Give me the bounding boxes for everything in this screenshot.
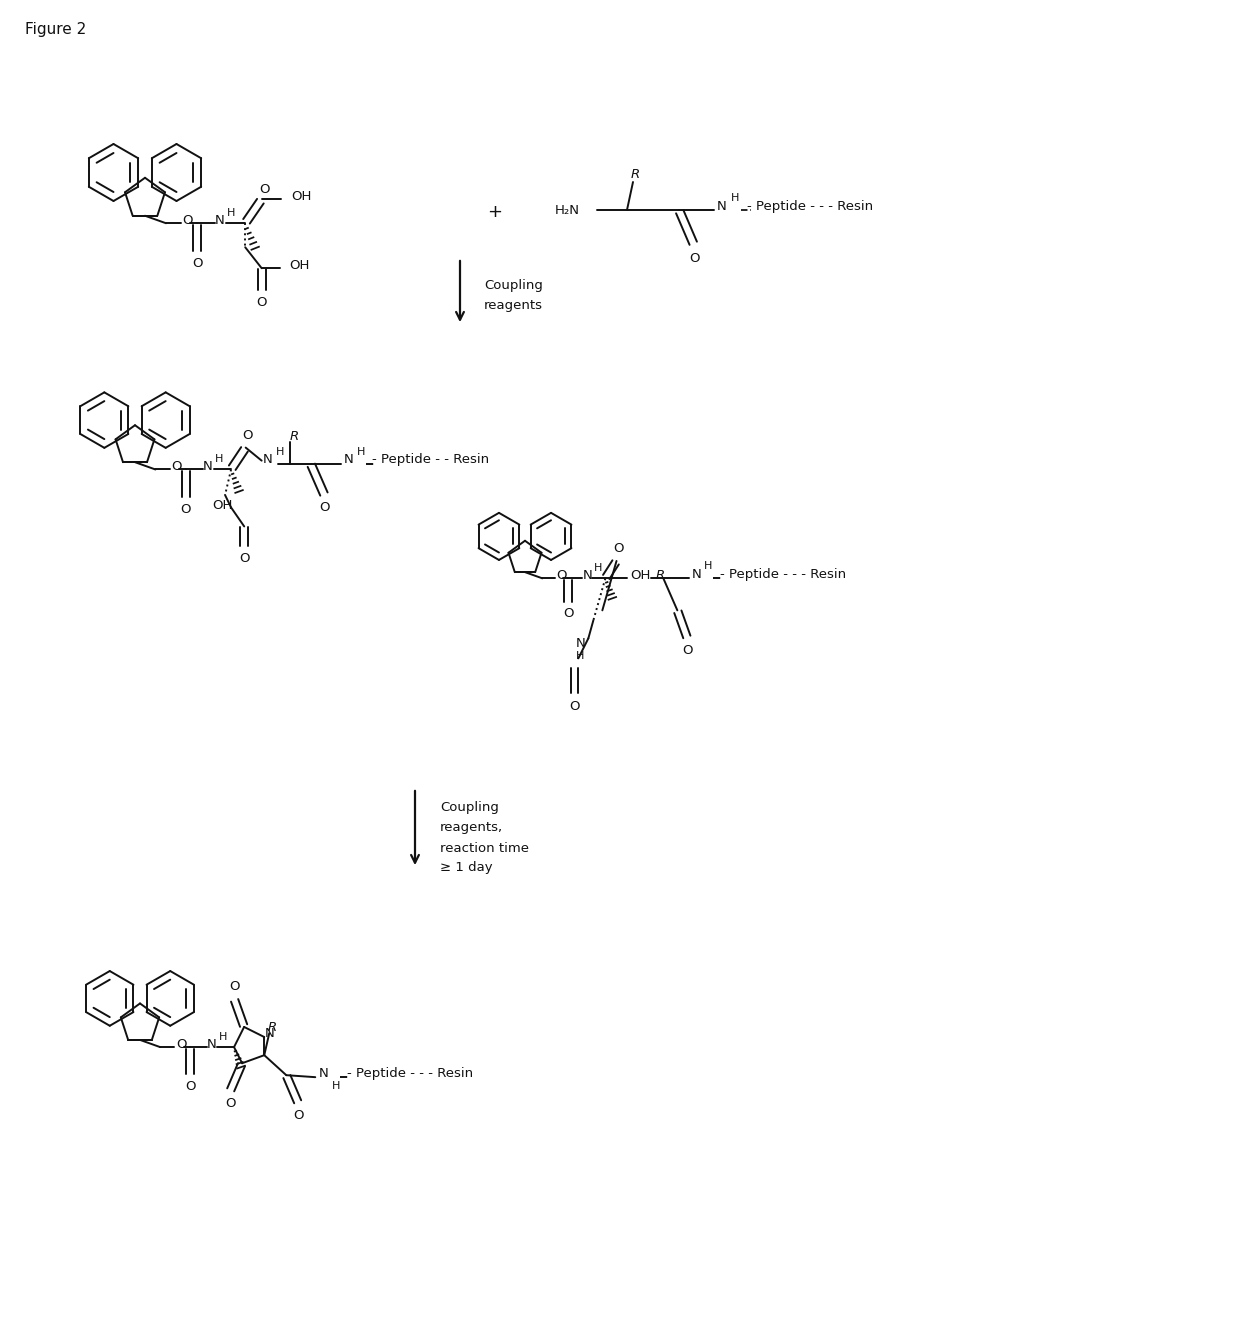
Text: R: R xyxy=(656,569,665,581)
Text: R: R xyxy=(630,169,640,181)
Text: O: O xyxy=(185,1080,196,1093)
Text: Coupling: Coupling xyxy=(484,279,543,293)
Text: O: O xyxy=(557,569,567,581)
Text: N: N xyxy=(263,454,273,465)
Text: H: H xyxy=(275,447,284,456)
Text: H: H xyxy=(227,209,234,218)
Text: R: R xyxy=(268,1020,277,1033)
Text: H: H xyxy=(356,447,365,456)
Text: reagents,: reagents, xyxy=(440,822,503,834)
Text: N: N xyxy=(717,200,727,213)
Text: OH: OH xyxy=(290,259,310,271)
Text: reaction time: reaction time xyxy=(440,842,529,854)
Text: H₂N: H₂N xyxy=(556,203,580,217)
Text: N: N xyxy=(583,569,593,581)
Text: O: O xyxy=(259,182,270,196)
Text: O: O xyxy=(224,1097,236,1109)
Text: N: N xyxy=(319,1067,329,1080)
Text: OH: OH xyxy=(630,569,651,581)
Text: O: O xyxy=(320,501,330,515)
Text: O: O xyxy=(171,460,182,473)
Text: - Peptide - - - Resin: - Peptide - - - Resin xyxy=(720,568,847,581)
Text: N: N xyxy=(575,637,585,650)
Text: R: R xyxy=(290,430,299,443)
Text: OH: OH xyxy=(212,499,232,512)
Text: H: H xyxy=(215,455,223,464)
Text: ≥ 1 day: ≥ 1 day xyxy=(440,862,492,875)
Text: O: O xyxy=(293,1109,304,1121)
Text: O: O xyxy=(569,700,579,713)
Text: - Peptide - - - Resin: - Peptide - - - Resin xyxy=(347,1067,474,1080)
Text: Coupling: Coupling xyxy=(440,802,498,814)
Text: O: O xyxy=(257,297,267,310)
Text: +: + xyxy=(487,203,502,221)
Text: O: O xyxy=(239,552,249,565)
Text: O: O xyxy=(229,980,239,994)
Text: O: O xyxy=(181,503,191,516)
Text: O: O xyxy=(614,543,624,556)
Text: H: H xyxy=(332,1081,341,1091)
Text: N: N xyxy=(692,568,702,581)
Text: N: N xyxy=(215,214,224,226)
Text: N: N xyxy=(207,1037,217,1051)
Text: N: N xyxy=(343,454,353,465)
Text: H: H xyxy=(594,564,603,573)
Text: - Peptide - - - Resin: - Peptide - - - Resin xyxy=(746,200,873,213)
Text: Figure 2: Figure 2 xyxy=(25,23,87,37)
Text: O: O xyxy=(563,608,573,620)
Text: O: O xyxy=(688,251,699,265)
Text: O: O xyxy=(182,214,193,226)
Text: N: N xyxy=(264,1027,274,1040)
Text: O: O xyxy=(242,430,253,442)
Text: O: O xyxy=(682,644,693,657)
Text: O: O xyxy=(192,257,202,270)
Text: H: H xyxy=(704,561,713,572)
Text: H: H xyxy=(218,1032,227,1043)
Text: N: N xyxy=(203,460,213,473)
Text: H: H xyxy=(577,652,584,661)
Text: O: O xyxy=(176,1037,186,1051)
Text: - Peptide - - Resin: - Peptide - - Resin xyxy=(372,454,489,465)
Text: reagents: reagents xyxy=(484,298,543,311)
Text: OH: OH xyxy=(291,190,311,202)
Text: H: H xyxy=(730,193,739,203)
